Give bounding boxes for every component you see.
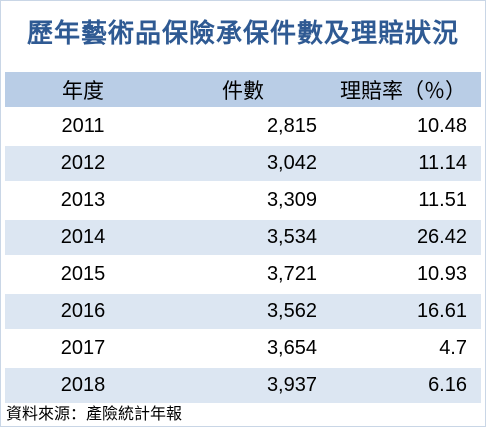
header-year: 年度 — [5, 72, 161, 107]
source-note: 資料來源：產險統計年報 — [6, 404, 183, 423]
table-title: 歷年藝術品保險承保件數及理賠狀況 — [26, 18, 459, 49]
table-row: 2011 2,815 10.48 — [5, 109, 481, 144]
year-cell: 2011 — [5, 109, 161, 144]
count-cell: 3,937 — [161, 368, 325, 403]
year-cell: 2016 — [5, 294, 161, 329]
header-row: 年度 件數 理賠率（％） — [5, 72, 481, 107]
rate-cell: 26.42 — [325, 220, 481, 255]
header-rate: 理賠率（％） — [325, 72, 481, 107]
table-row: 2016 3,562 16.61 — [5, 294, 481, 329]
year-cell: 2012 — [5, 146, 161, 181]
year-cell: 2013 — [5, 183, 161, 218]
rate-cell: 6.16 — [325, 368, 481, 403]
count-cell: 3,042 — [161, 146, 325, 181]
table-row: 2013 3,309 11.51 — [5, 183, 481, 218]
count-cell: 2,815 — [161, 109, 325, 144]
count-cell: 3,534 — [161, 220, 325, 255]
table-row: 2018 3,937 6.16 — [5, 368, 481, 403]
count-cell: 3,721 — [161, 257, 325, 292]
table-body: 2011 2,815 10.48 2012 3,042 11.14 2013 3,309 11.… — [5, 109, 481, 403]
table-row: 2014 3,534 26.42 — [5, 220, 481, 255]
rate-cell: 11.51 — [325, 183, 481, 218]
year-cell: 2014 — [5, 220, 161, 255]
year-cell: 2015 — [5, 257, 161, 292]
rate-cell: 10.48 — [325, 109, 481, 144]
rate-cell: 4.7 — [325, 331, 481, 366]
year-cell: 2017 — [5, 331, 161, 366]
table-row: 2015 3,721 10.93 — [5, 257, 481, 292]
count-cell: 3,654 — [161, 331, 325, 366]
header-count: 件數 — [161, 72, 325, 107]
table-row: 2012 3,042 11.14 — [5, 146, 481, 181]
rate-cell: 11.14 — [325, 146, 481, 181]
rate-cell: 10.93 — [325, 257, 481, 292]
year-cell: 2018 — [5, 368, 161, 403]
table-row: 2017 3,654 4.7 — [5, 331, 481, 366]
count-cell: 3,309 — [161, 183, 325, 218]
count-cell: 3,562 — [161, 294, 325, 329]
data-table: 年度 件數 理賠率（％） 2011 2,815 10.48 2012 3,042 11.1… — [5, 70, 481, 405]
rate-cell: 16.61 — [325, 294, 481, 329]
